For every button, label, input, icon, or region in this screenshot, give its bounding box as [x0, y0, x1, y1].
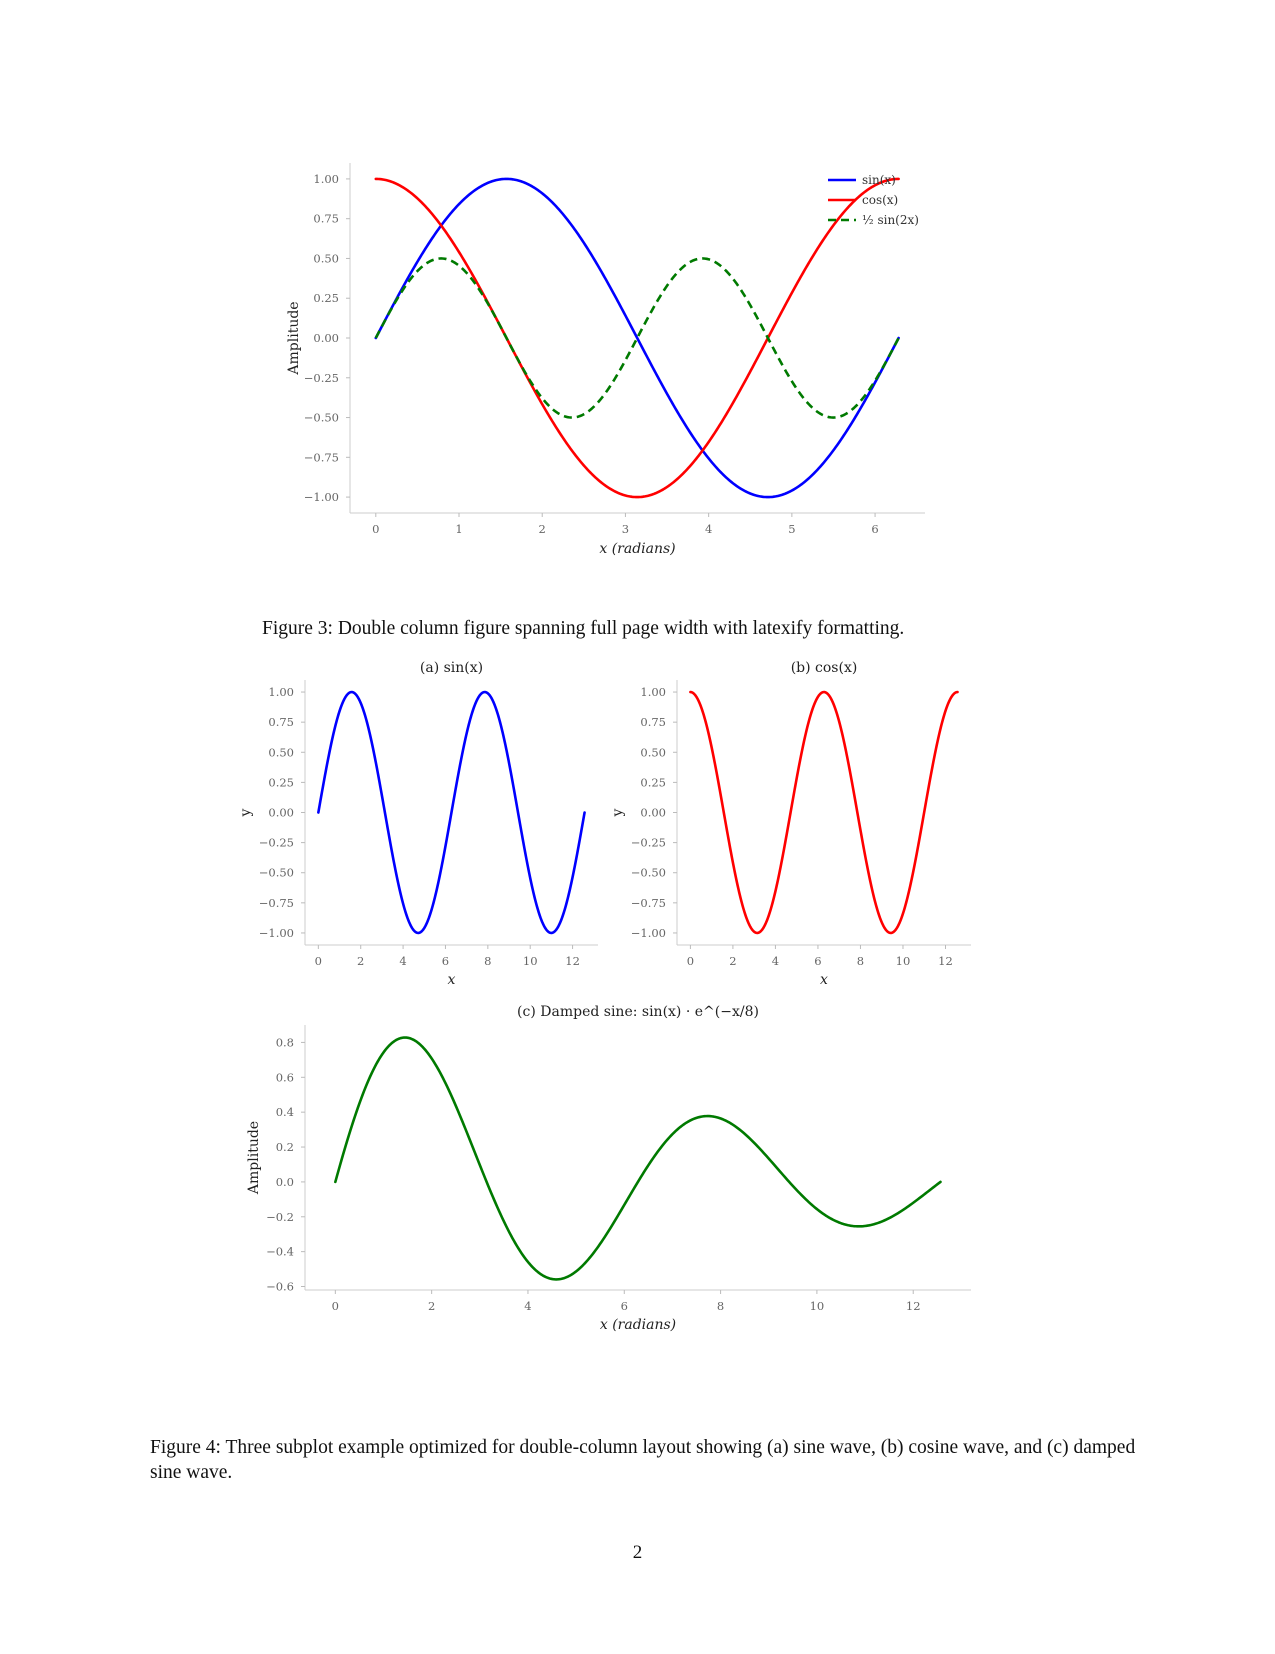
y-tick-label: 0.0	[276, 1175, 294, 1189]
chart-title: (b) cos(x)	[791, 660, 858, 676]
legend-label: cos(x)	[862, 193, 898, 207]
y-tick-label: −0.6	[266, 1280, 294, 1294]
series-line-0	[689, 690, 959, 935]
y-tick-label: 0.00	[640, 806, 666, 820]
y-axis-label: y	[610, 808, 626, 817]
y-axis-label: Amplitude	[286, 301, 302, 375]
x-axis-label: x (radians)	[599, 541, 675, 557]
y-tick-label: −0.75	[259, 896, 294, 910]
figure-4-caption: Figure 4: Three subplot example optimize…	[150, 1437, 1136, 1483]
x-axis-label: x (radians)	[600, 1317, 676, 1333]
y-tick-label: 0.75	[313, 212, 339, 226]
x-tick-label: 12	[906, 1299, 921, 1313]
y-tick-label: −0.25	[631, 836, 666, 850]
y-tick-label: 0.25	[268, 775, 294, 789]
page-number: 2	[632, 1542, 643, 1563]
y-tick-label: −0.25	[304, 371, 339, 385]
chart-1: −1.00 −0.75 −0.50 −0.25 0.00 0.25 0.50 0.75 1.00…	[238, 660, 598, 988]
x-tick-label: 8	[857, 954, 864, 968]
y-tick-label: −0.50	[304, 411, 339, 425]
y-axis-label: y	[238, 808, 254, 817]
x-tick-label: 10	[896, 954, 911, 968]
x-axis-label: x	[820, 972, 828, 988]
x-tick-label: 6	[814, 954, 821, 968]
x-tick-label: 0	[372, 522, 379, 536]
y-tick-label: −0.75	[631, 896, 666, 910]
x-tick-label: 4	[524, 1299, 531, 1313]
x-tick-label: 2	[357, 954, 364, 968]
y-tick-label: −1.00	[259, 926, 294, 940]
y-tick-label: 1.00	[268, 685, 294, 699]
x-tick-label: 4	[772, 954, 779, 968]
y-tick-label: 1.00	[640, 685, 666, 699]
x-tick-label: 4	[705, 522, 712, 536]
x-tick-label: 3	[622, 522, 629, 536]
chart-2: −1.00 −0.75 −0.50 −0.25 0.00 0.25 0.50 0.75 1.00…	[610, 660, 971, 988]
y-axis-label: Amplitude	[246, 1121, 262, 1195]
y-tick-label: −0.25	[259, 836, 294, 850]
x-tick-label: 2	[539, 522, 546, 536]
series-line-0	[374, 177, 900, 499]
x-tick-label: 2	[428, 1299, 435, 1313]
y-tick-label: 0.50	[640, 745, 666, 759]
x-tick-label: 4	[399, 954, 406, 968]
y-tick-label: −0.50	[259, 866, 294, 880]
chart-3: −0.6 −0.4 −0.2 0.0 0.2 0.4 0.6 0.8 0 2 4 6 8 10 12 x (r…	[246, 1004, 971, 1333]
x-tick-label: 10	[810, 1299, 825, 1313]
legend-label: ½ sin(2x)	[862, 213, 919, 227]
y-tick-label: 0.00	[268, 806, 294, 820]
chart-title: (c) Damped sine: sin(x) · e^(−x/8)	[517, 1004, 759, 1020]
x-tick-label: 1	[455, 522, 462, 536]
x-tick-label: 5	[788, 522, 795, 536]
x-tick-label: 6	[442, 954, 449, 968]
x-tick-label: 2	[729, 954, 736, 968]
series-line-1	[374, 177, 900, 499]
x-tick-label: 12	[565, 954, 580, 968]
series-line-2	[374, 257, 900, 419]
x-tick-label: 0	[687, 954, 694, 968]
y-tick-label: 0.8	[276, 1035, 294, 1049]
y-tick-label: 0.00	[313, 331, 339, 345]
x-axis-label: x	[448, 972, 456, 988]
chart-0: −1.00 −0.75 −0.50 −0.25 0.00 0.25 0.50 0.75 1.00…	[286, 163, 925, 557]
x-tick-label: 0	[332, 1299, 339, 1313]
x-tick-label: 0	[315, 954, 322, 968]
y-tick-label: −0.2	[266, 1210, 294, 1224]
y-tick-label: 0.25	[640, 775, 666, 789]
chart-title: (a) sin(x)	[420, 660, 483, 676]
y-tick-label: 0.4	[276, 1105, 294, 1119]
x-tick-label: 10	[523, 954, 538, 968]
y-tick-label: 0.25	[313, 291, 339, 305]
y-tick-label: −0.75	[304, 450, 339, 464]
y-tick-label: 0.50	[313, 251, 339, 265]
x-tick-label: 8	[484, 954, 491, 968]
x-tick-label: 6	[621, 1299, 628, 1313]
figure-3-caption: Figure 3: Double column figure spanning …	[262, 618, 905, 639]
series-line-0	[317, 690, 586, 935]
y-tick-label: 0.50	[268, 745, 294, 759]
y-tick-label: −1.00	[304, 490, 339, 504]
y-tick-label: −0.4	[266, 1245, 294, 1259]
x-tick-label: 12	[938, 954, 953, 968]
y-tick-label: 0.75	[640, 715, 666, 729]
y-tick-label: −0.50	[631, 866, 666, 880]
x-tick-label: 6	[871, 522, 878, 536]
series-line-0	[334, 1036, 942, 1281]
y-tick-label: 0.75	[268, 715, 294, 729]
y-tick-label: 0.6	[276, 1070, 294, 1084]
x-tick-label: 8	[717, 1299, 724, 1313]
y-tick-label: −1.00	[631, 926, 666, 940]
y-tick-label: 1.00	[313, 172, 339, 186]
legend-label: sin(x)	[862, 173, 896, 187]
y-tick-label: 0.2	[276, 1140, 294, 1154]
